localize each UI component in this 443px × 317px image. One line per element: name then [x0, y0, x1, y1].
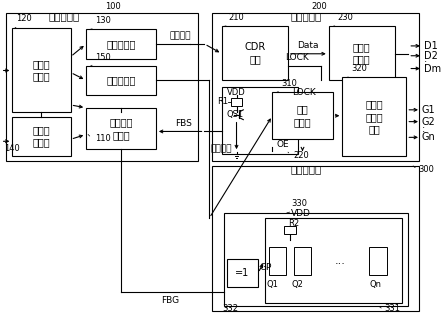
Text: 120: 120	[15, 14, 32, 28]
Text: ...: ...	[335, 256, 346, 266]
Bar	[329, 26, 395, 80]
Text: 230: 230	[334, 13, 354, 26]
Text: 移位
寄存器: 移位 寄存器	[294, 105, 311, 127]
Text: 数据发射器: 数据发射器	[106, 39, 136, 49]
Text: GP: GP	[260, 263, 272, 272]
Bar	[212, 166, 419, 311]
Text: 时序控制器: 时序控制器	[48, 11, 79, 22]
Bar	[284, 226, 296, 234]
Text: 332: 332	[222, 304, 238, 314]
Bar	[212, 13, 419, 161]
Text: G2: G2	[422, 117, 435, 126]
Text: 310: 310	[277, 79, 297, 92]
Text: =1: =1	[235, 268, 249, 278]
Bar	[222, 26, 288, 80]
Text: R1: R1	[217, 97, 228, 107]
Text: 320: 320	[347, 64, 367, 77]
Text: G1: G1	[422, 105, 435, 115]
Text: 状态信号
接收器: 状态信号 接收器	[109, 117, 133, 140]
Bar	[86, 108, 156, 149]
Text: VDD: VDD	[227, 87, 245, 97]
Bar	[231, 98, 242, 106]
Text: 300: 300	[413, 165, 434, 174]
Bar	[227, 259, 258, 287]
Bar	[86, 66, 156, 95]
Bar	[224, 213, 408, 307]
Text: 时序发射器: 时序发射器	[106, 75, 136, 85]
Bar	[86, 29, 156, 59]
Text: 源极驱动器: 源极驱动器	[291, 11, 322, 22]
Bar	[264, 218, 402, 302]
Text: 210: 210	[225, 13, 245, 26]
Bar	[272, 92, 333, 139]
Text: QS1: QS1	[227, 110, 244, 119]
Text: 数据信号: 数据信号	[170, 31, 191, 40]
Text: 时序信号: 时序信号	[210, 145, 232, 154]
Text: 140: 140	[4, 144, 20, 153]
Text: 110: 110	[88, 134, 111, 143]
Text: Q1: Q1	[267, 280, 278, 289]
Bar	[6, 13, 198, 161]
Text: Qn: Qn	[369, 280, 381, 289]
Text: :: :	[422, 125, 425, 134]
Text: FBS: FBS	[175, 119, 191, 127]
Text: Dm: Dm	[424, 63, 441, 74]
Text: 图像处
理电路: 图像处 理电路	[33, 59, 50, 81]
Text: LOCK: LOCK	[285, 53, 309, 61]
Bar	[12, 28, 70, 112]
Bar	[342, 77, 406, 156]
Text: 330: 330	[287, 199, 307, 213]
Text: FBG: FBG	[161, 296, 179, 305]
Bar	[222, 87, 298, 154]
Text: 200: 200	[303, 2, 327, 14]
Text: :: :	[424, 58, 427, 68]
Text: OE: OE	[276, 140, 289, 149]
Text: 数据输
出电路: 数据输 出电路	[353, 42, 370, 64]
Bar	[294, 248, 311, 275]
Text: Data: Data	[298, 41, 319, 50]
Text: Gn: Gn	[422, 133, 435, 142]
Text: D1: D1	[424, 41, 438, 51]
Text: 栅极驱动器: 栅极驱动器	[291, 164, 322, 174]
Text: D2: D2	[424, 51, 438, 61]
Bar	[268, 248, 286, 275]
Text: 控制信
号电路: 控制信 号电路	[33, 125, 50, 148]
Bar	[12, 117, 70, 156]
Text: 150: 150	[91, 53, 111, 65]
Text: LOCK: LOCK	[292, 87, 315, 97]
Text: 栅极信
号输出
电路: 栅极信 号输出 电路	[365, 99, 383, 134]
Text: Q2: Q2	[292, 280, 303, 289]
Text: 100: 100	[98, 2, 121, 14]
Text: VDD: VDD	[291, 209, 311, 217]
Text: 331: 331	[379, 304, 400, 314]
Text: 220: 220	[288, 151, 310, 160]
Text: CDR
电路: CDR 电路	[245, 42, 265, 64]
Text: 130: 130	[91, 16, 111, 29]
Bar	[369, 248, 387, 275]
Text: R2: R2	[288, 219, 299, 228]
